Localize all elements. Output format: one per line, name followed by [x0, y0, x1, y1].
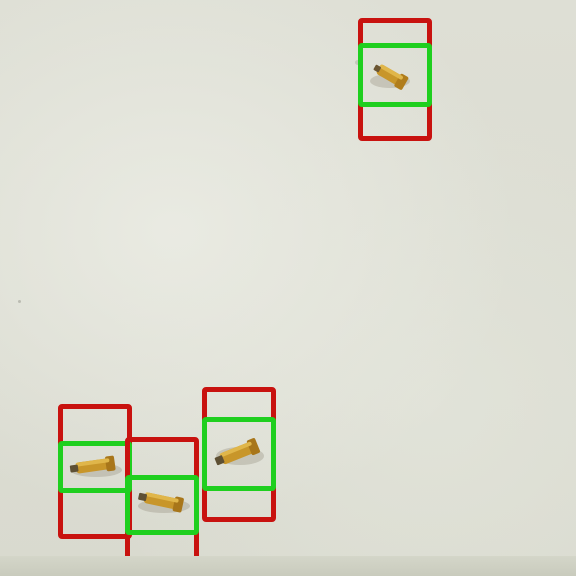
bottom-edge-strip: [0, 556, 576, 576]
dust-speck: [18, 300, 21, 303]
inner-detection-box: [58, 441, 132, 493]
inner-detection-box: [358, 43, 432, 107]
brass-object: [370, 64, 410, 90]
brass-object: [214, 438, 264, 466]
inner-detection-box: [125, 475, 199, 535]
inner-detection-box: [202, 417, 276, 491]
brass-object: [69, 455, 122, 477]
brass-object: [138, 492, 190, 513]
